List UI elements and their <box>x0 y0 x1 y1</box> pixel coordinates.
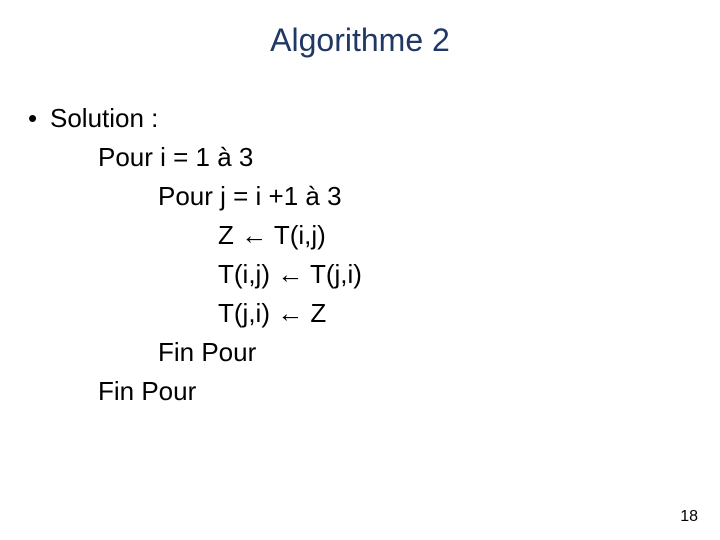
page-number: 18 <box>680 508 698 526</box>
bullet-solution: • Solution : <box>28 99 692 138</box>
bullet-dot-icon: • <box>28 99 50 138</box>
slide-body: • Solution : Pour i = 1 à 3 Pour j = i +… <box>28 99 692 411</box>
bullet-label: Solution : <box>50 99 158 138</box>
slide-title: Algorithme 2 <box>28 22 692 59</box>
code-line-6: Fin Pour <box>158 333 692 372</box>
code-line-5: T(j,i) ← Z <box>218 294 692 333</box>
slide: Algorithme 2 • Solution : Pour i = 1 à 3… <box>0 0 720 540</box>
code-line-1: Pour i = 1 à 3 <box>98 138 692 177</box>
code-line-4: T(i,j) ← T(j,i) <box>218 255 692 294</box>
code-line-3: Z ← T(i,j) <box>218 216 692 255</box>
code-line-7: Fin Pour <box>98 372 692 411</box>
code-line-2: Pour j = i +1 à 3 <box>158 177 692 216</box>
